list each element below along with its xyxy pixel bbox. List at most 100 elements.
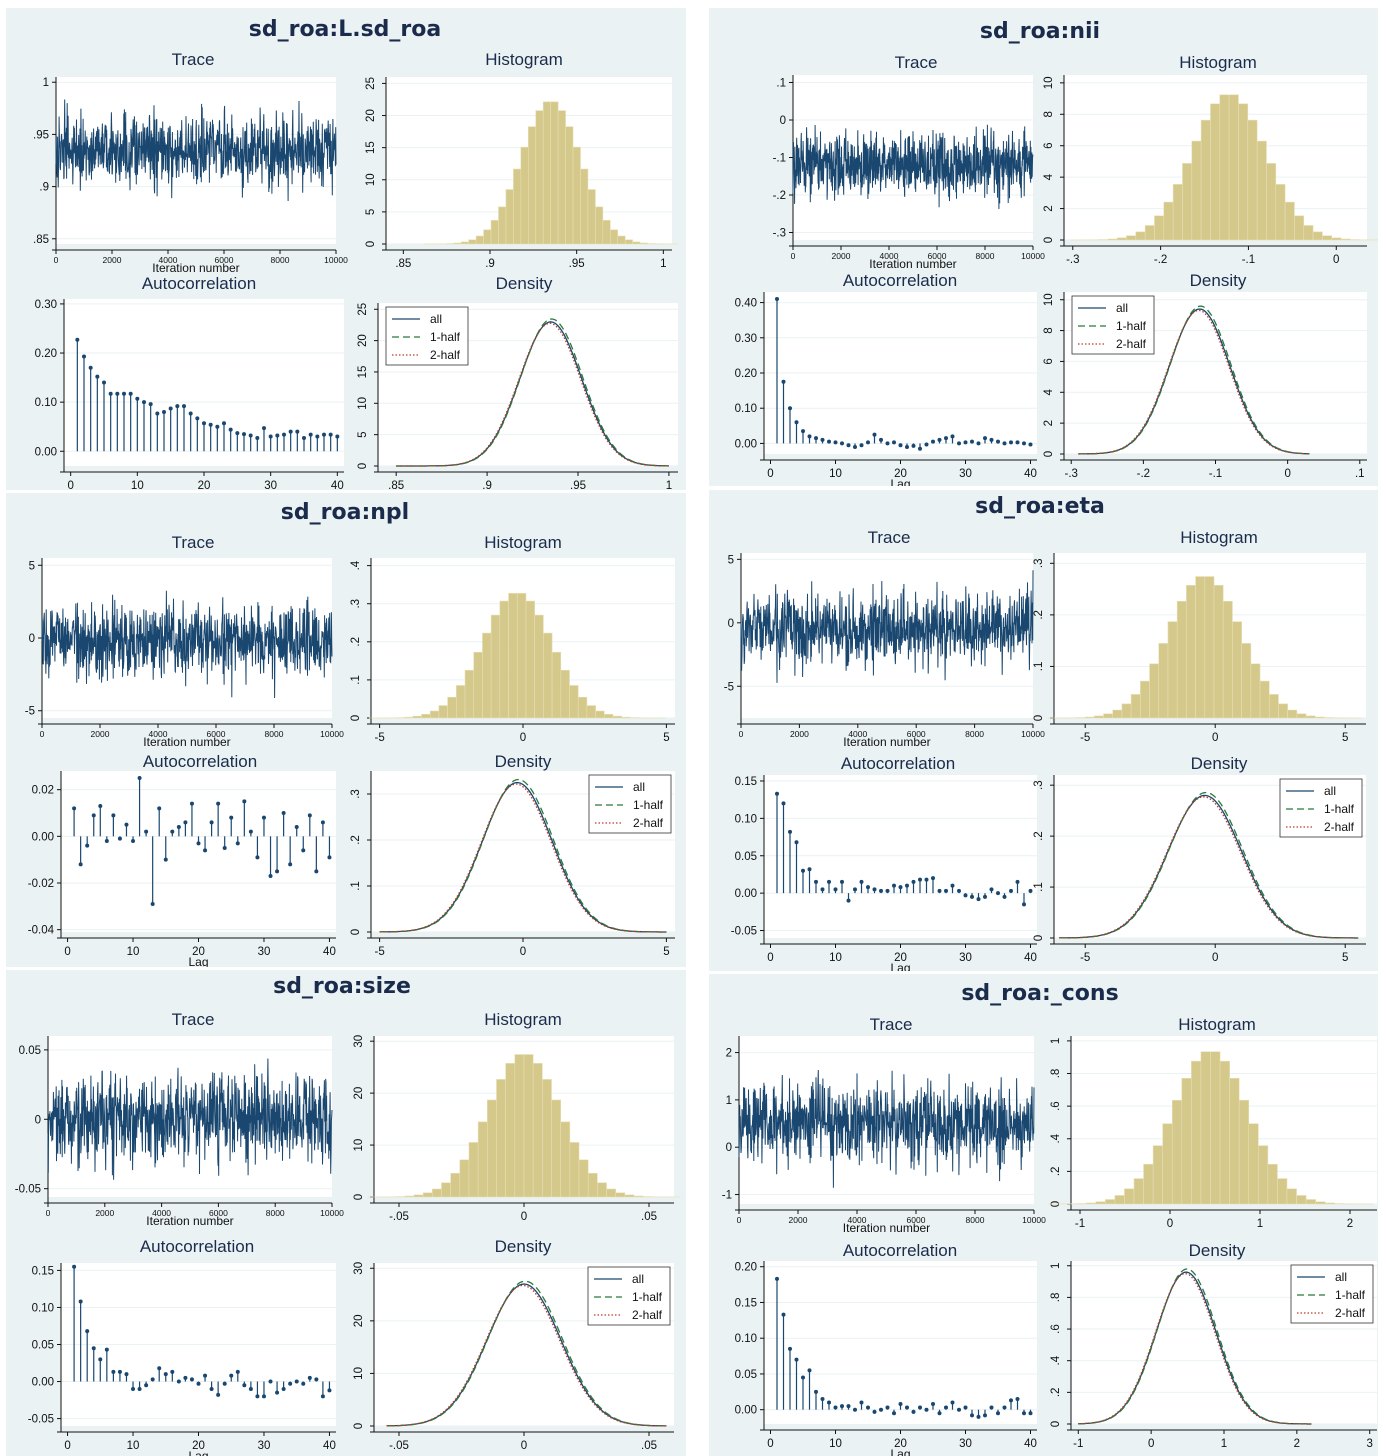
acf-point [175, 404, 180, 409]
y-tick-label: 0 [350, 929, 362, 935]
x-tick-label: 0 [64, 1440, 70, 1452]
x-tick-label: 0 [1284, 468, 1290, 480]
acf-point [983, 436, 987, 441]
y-tick-label: 0.02 [32, 785, 54, 797]
acf-point [775, 297, 779, 302]
x-tick-label: 10 [829, 468, 842, 480]
x-tick-label: 8000 [966, 1215, 985, 1225]
acf-point [918, 877, 922, 882]
chart-title: sd_roa:npl [281, 500, 409, 525]
y-tick-label: 15 [365, 141, 377, 154]
autocorrelation-xlabel: Lag [188, 955, 208, 967]
acf-point [88, 365, 93, 370]
acf-point [976, 1414, 981, 1419]
x-tick-label: 10000 [1022, 1215, 1046, 1225]
y-tick-label: 0.05 [735, 1369, 757, 1381]
y-tick-label: -5 [25, 706, 35, 718]
histogram-bar [508, 593, 518, 719]
x-tick-label: 20 [192, 1440, 205, 1452]
acf-point [176, 1379, 181, 1384]
acf-point [248, 829, 253, 834]
autocorrelation-title: Autocorrelation [843, 271, 957, 290]
acf-point [853, 887, 857, 892]
acf-point [117, 1369, 122, 1374]
x-tick-label: 0 [739, 729, 744, 739]
y-tick-label: 5 [29, 560, 35, 572]
acf-point [261, 815, 266, 820]
y-tick-label: .2 [1033, 610, 1045, 620]
y-tick-label: .2 [1050, 1167, 1062, 1177]
trace-title: Trace [172, 50, 215, 69]
histogram-bar [587, 189, 596, 245]
acf-point [892, 440, 896, 445]
acf-point [281, 811, 286, 815]
y-tick-label: -0.02 [28, 878, 54, 890]
acf-point [188, 411, 193, 416]
acf-point [170, 1369, 175, 1374]
acf-point [872, 1409, 877, 1414]
acf-point [970, 894, 974, 899]
plot-area [764, 775, 1037, 938]
y-tick-label: 2 [1043, 205, 1055, 211]
acf-point [866, 885, 870, 890]
histogram-bar [633, 1195, 644, 1198]
histogram-bar [464, 669, 475, 719]
density-line-1-half [386, 1280, 667, 1427]
legend-label: all [1324, 784, 1336, 798]
y-tick-label: 2 [1043, 420, 1055, 426]
acf-point [122, 391, 126, 396]
density-title: Density [495, 1237, 552, 1256]
chart-title: sd_roa:eta [975, 494, 1105, 519]
autocorrelation-xlabel: Lag [188, 1449, 208, 1456]
trace-xlabel: Iteration number [146, 1214, 233, 1228]
acf-point [781, 801, 786, 806]
y-tick-label: .3 [1033, 780, 1045, 790]
histogram-bar [1256, 140, 1267, 241]
histogram-bar [1181, 1078, 1192, 1205]
acf-point [892, 883, 896, 888]
legend-label: 1-half [1116, 319, 1147, 333]
y-tick-label: 5 [365, 209, 377, 215]
x-tick-label: 2 [1294, 1438, 1300, 1450]
histogram-bar [572, 146, 581, 245]
acf-point [72, 806, 77, 811]
histogram-bar [578, 1159, 589, 1198]
histogram-bar [1213, 585, 1224, 719]
acf-point [75, 337, 80, 342]
y-tick-label: 0 [1043, 237, 1055, 243]
x-tick-label: 0 [521, 1211, 527, 1223]
legend-label: 2-half [632, 1308, 663, 1322]
histogram-bar [1095, 1201, 1106, 1205]
acf-point [853, 444, 857, 449]
acf-point [898, 1401, 903, 1406]
acf-point [314, 869, 319, 874]
histogram-bar [468, 239, 477, 245]
acf-point [957, 888, 961, 893]
acf-point [307, 1375, 312, 1380]
acf-point [801, 429, 805, 434]
histogram-bar [560, 1121, 571, 1198]
histogram-bar [523, 1054, 534, 1198]
y-tick-label: 0 [728, 618, 734, 630]
y-tick-label: 0 [1050, 1421, 1062, 1427]
x-tick-label: 2000 [103, 255, 122, 265]
histogram-bar [606, 1188, 616, 1198]
acf-point [95, 374, 100, 379]
y-tick-label: 0 [1033, 715, 1045, 721]
chart-title: sd_roa:size [273, 974, 411, 999]
x-tick-label: 40 [1024, 468, 1037, 480]
trace-title: Trace [172, 533, 215, 552]
acf-point [144, 829, 149, 834]
x-tick-label: 6000 [209, 1208, 228, 1218]
histogram-bar [532, 1063, 543, 1198]
x-tick-label: 6000 [907, 729, 926, 739]
histogram-bar [438, 705, 448, 719]
histogram-bar [1162, 1123, 1173, 1205]
y-tick-label: .85 [33, 234, 49, 246]
y-tick-label: 4 [1043, 173, 1055, 180]
acf-point [275, 869, 280, 874]
y-tick-label: 8 [1043, 327, 1055, 333]
acf-point [963, 893, 968, 898]
trace-line [41, 590, 333, 699]
